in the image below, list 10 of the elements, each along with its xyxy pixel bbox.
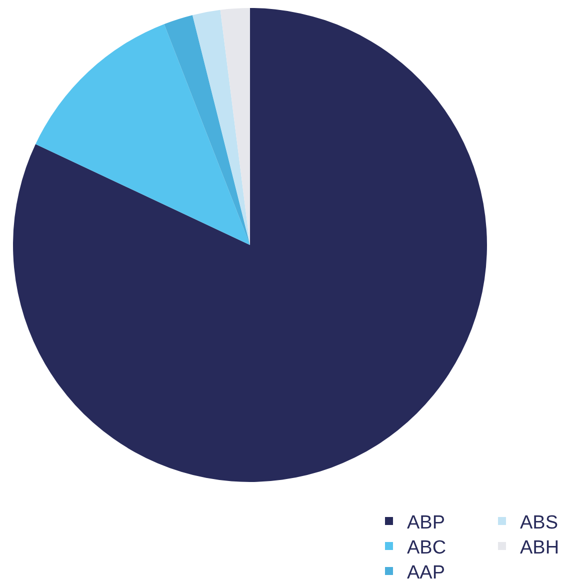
legend-label: ABS [520,512,558,534]
pie-slice [192,10,250,245]
pie-slice [36,24,250,245]
legend-label: ABH [520,538,560,559]
legend-label: AAP [407,562,446,584]
pie-slice [164,15,250,245]
pie-slice [13,8,487,482]
legend-label: ABC [407,538,446,559]
pie-slice [220,8,250,245]
legend-label: ABP [407,512,446,534]
